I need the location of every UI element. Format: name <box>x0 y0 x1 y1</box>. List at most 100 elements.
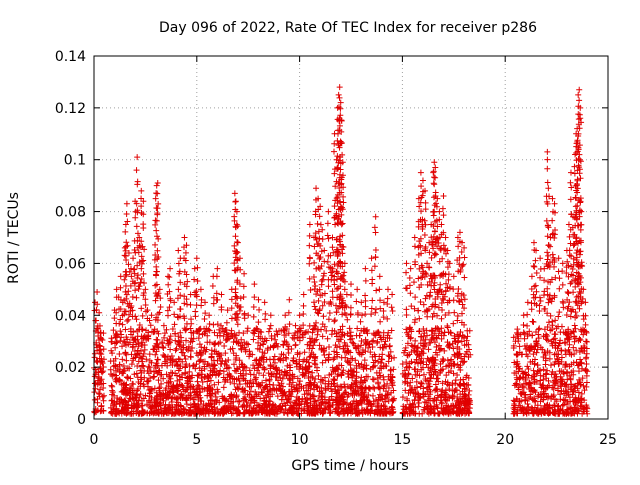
data-point <box>329 234 336 241</box>
data-point <box>573 249 580 256</box>
data-point <box>232 233 239 240</box>
data-point <box>322 385 329 392</box>
data-point <box>369 344 376 351</box>
data-point <box>563 361 570 368</box>
data-point <box>437 367 444 374</box>
data-point <box>140 270 147 277</box>
data-point <box>382 392 389 399</box>
data-point <box>100 364 107 371</box>
data-point <box>411 243 418 250</box>
data-point <box>349 339 356 346</box>
data-point <box>544 156 551 163</box>
data-point <box>407 265 414 272</box>
data-point <box>222 350 229 357</box>
data-point <box>359 347 366 354</box>
data-point <box>256 346 263 353</box>
data-point <box>434 375 441 382</box>
data-point <box>403 260 410 267</box>
data-point <box>162 387 169 394</box>
data-point <box>216 370 223 377</box>
data-point <box>544 337 551 344</box>
data-point <box>245 341 252 348</box>
data-point <box>412 337 419 344</box>
data-point <box>147 386 154 393</box>
data-point <box>363 373 370 380</box>
data-point <box>296 378 303 385</box>
data-point <box>117 316 124 323</box>
data-point <box>377 305 384 312</box>
data-point <box>575 91 582 98</box>
y-tick-label: 0 <box>77 412 86 428</box>
data-point <box>316 255 323 262</box>
data-point <box>267 409 274 416</box>
data-point <box>274 393 281 400</box>
data-point <box>443 397 450 404</box>
data-point <box>115 377 122 384</box>
data-point <box>312 230 319 237</box>
data-point <box>352 377 359 384</box>
data-point <box>193 403 200 410</box>
data-point <box>240 283 247 290</box>
data-point <box>542 371 549 378</box>
data-point <box>191 265 198 272</box>
data-point <box>559 260 566 267</box>
data-point <box>175 247 182 254</box>
data-point <box>377 344 384 351</box>
data-point <box>259 379 266 386</box>
data-point <box>567 240 574 247</box>
data-point <box>515 384 522 391</box>
data-point <box>404 363 411 370</box>
data-point <box>154 247 161 254</box>
data-point <box>341 384 348 391</box>
data-point <box>556 285 563 292</box>
data-point <box>371 224 378 231</box>
data-point <box>182 355 189 362</box>
data-point <box>306 260 313 267</box>
data-point <box>187 301 194 308</box>
data-point <box>262 310 269 317</box>
data-point <box>267 363 274 370</box>
data-point <box>297 363 304 370</box>
data-point <box>100 330 107 337</box>
data-point <box>574 362 581 369</box>
data-point <box>578 221 585 228</box>
data-point <box>138 402 145 409</box>
data-point <box>283 372 290 379</box>
data-point <box>558 368 565 375</box>
data-point <box>531 371 538 378</box>
data-point <box>584 405 591 412</box>
data-point <box>548 298 555 305</box>
data-point <box>430 168 437 175</box>
data-point <box>236 398 243 405</box>
data-point <box>183 242 190 249</box>
data-point <box>371 263 378 270</box>
data-point <box>571 384 578 391</box>
data-point <box>425 264 432 271</box>
data-point <box>533 247 540 254</box>
data-point <box>259 409 266 416</box>
data-point <box>331 140 338 147</box>
data-point <box>270 343 277 350</box>
data-point <box>311 337 318 344</box>
data-point <box>549 195 556 202</box>
data-point <box>528 306 535 313</box>
data-point <box>385 286 392 293</box>
data-point <box>391 354 398 361</box>
data-point <box>522 376 529 383</box>
data-point <box>303 356 310 363</box>
data-point <box>440 212 447 219</box>
data-point <box>559 410 566 417</box>
data-point <box>382 362 389 369</box>
data-point <box>235 397 242 404</box>
data-point <box>360 364 367 371</box>
data-point <box>438 335 445 342</box>
data-point <box>532 282 539 289</box>
data-point <box>576 335 583 342</box>
data-point <box>234 321 241 328</box>
data-point <box>250 329 257 336</box>
data-point <box>171 330 178 337</box>
data-point <box>140 335 147 342</box>
data-point <box>164 362 171 369</box>
data-point <box>159 340 166 347</box>
y-tick-label: 0.06 <box>55 256 86 272</box>
